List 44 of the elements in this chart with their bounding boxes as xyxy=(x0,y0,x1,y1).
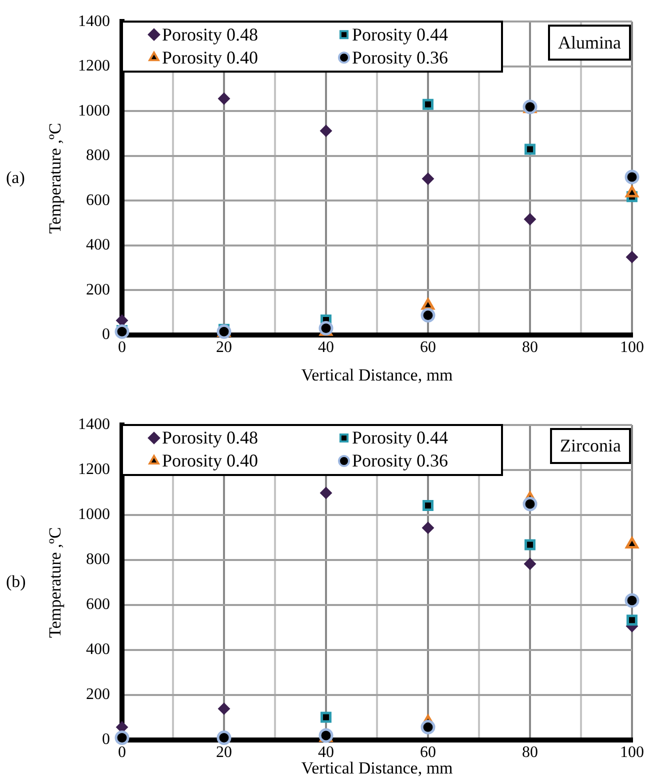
y-tick-label: 400 xyxy=(86,236,110,254)
y-tick-label: 1400 xyxy=(78,416,110,434)
x-tick-label: 60 xyxy=(420,744,436,761)
y-tick-label: 1400 xyxy=(78,12,110,30)
x-tick-label: 20 xyxy=(216,744,232,761)
legend-label: Porosity 0.44 xyxy=(352,428,448,448)
y-axis-title: Temperature ,ºC xyxy=(46,527,65,638)
y-tick-label: 1000 xyxy=(78,102,110,120)
text: (a) xyxy=(6,168,25,187)
x-tick-label: 0 xyxy=(118,744,126,761)
x-tick-label: 20 xyxy=(216,338,232,356)
x-tick-label: 60 xyxy=(420,338,436,356)
x-tick-label: 0 xyxy=(118,338,126,356)
annotation: Alumina xyxy=(558,32,622,52)
legend-label: Porosity 0.36 xyxy=(352,450,448,471)
x-tick-label: 100 xyxy=(620,744,644,761)
x-tick-label: 80 xyxy=(522,744,538,761)
legend-label: Porosity 0.40 xyxy=(162,450,258,471)
y-tick-label: 1200 xyxy=(78,58,110,75)
annotation: Zirconia xyxy=(560,436,622,456)
y-tick-label: 800 xyxy=(86,551,110,568)
text: (b) xyxy=(6,572,26,591)
x-tick-label: 40 xyxy=(318,744,334,761)
legend-label: Porosity 0.44 xyxy=(352,24,448,44)
y-tick-label: 0 xyxy=(102,731,110,748)
y-tick-label: 600 xyxy=(86,192,110,209)
legend-label: Porosity 0.40 xyxy=(162,47,258,68)
x-tick-label: 80 xyxy=(522,338,538,356)
y-tick-label: 1000 xyxy=(78,506,110,524)
y-tick-label: 400 xyxy=(86,641,110,658)
y-tick-label: 0 xyxy=(102,326,110,344)
x-tick-label: 40 xyxy=(318,338,334,356)
y-tick-label: 800 xyxy=(86,147,110,164)
x-axis-title: Vertical Distance, mm xyxy=(301,758,453,778)
y-tick-label: 200 xyxy=(86,281,110,298)
legend-label: Porosity 0.36 xyxy=(352,47,448,68)
y-tick-label: 600 xyxy=(86,596,110,614)
legend-label: Porosity 0.48 xyxy=(162,24,258,44)
y-tick-label: 200 xyxy=(86,686,110,704)
y-tick-label: 1200 xyxy=(78,461,110,478)
legend-label: Porosity 0.48 xyxy=(162,428,258,448)
y-axis-title: Temperature ,ºC xyxy=(46,122,65,234)
x-axis-title: Vertical Distance, mm xyxy=(301,365,453,384)
x-tick-label: 100 xyxy=(620,338,644,356)
